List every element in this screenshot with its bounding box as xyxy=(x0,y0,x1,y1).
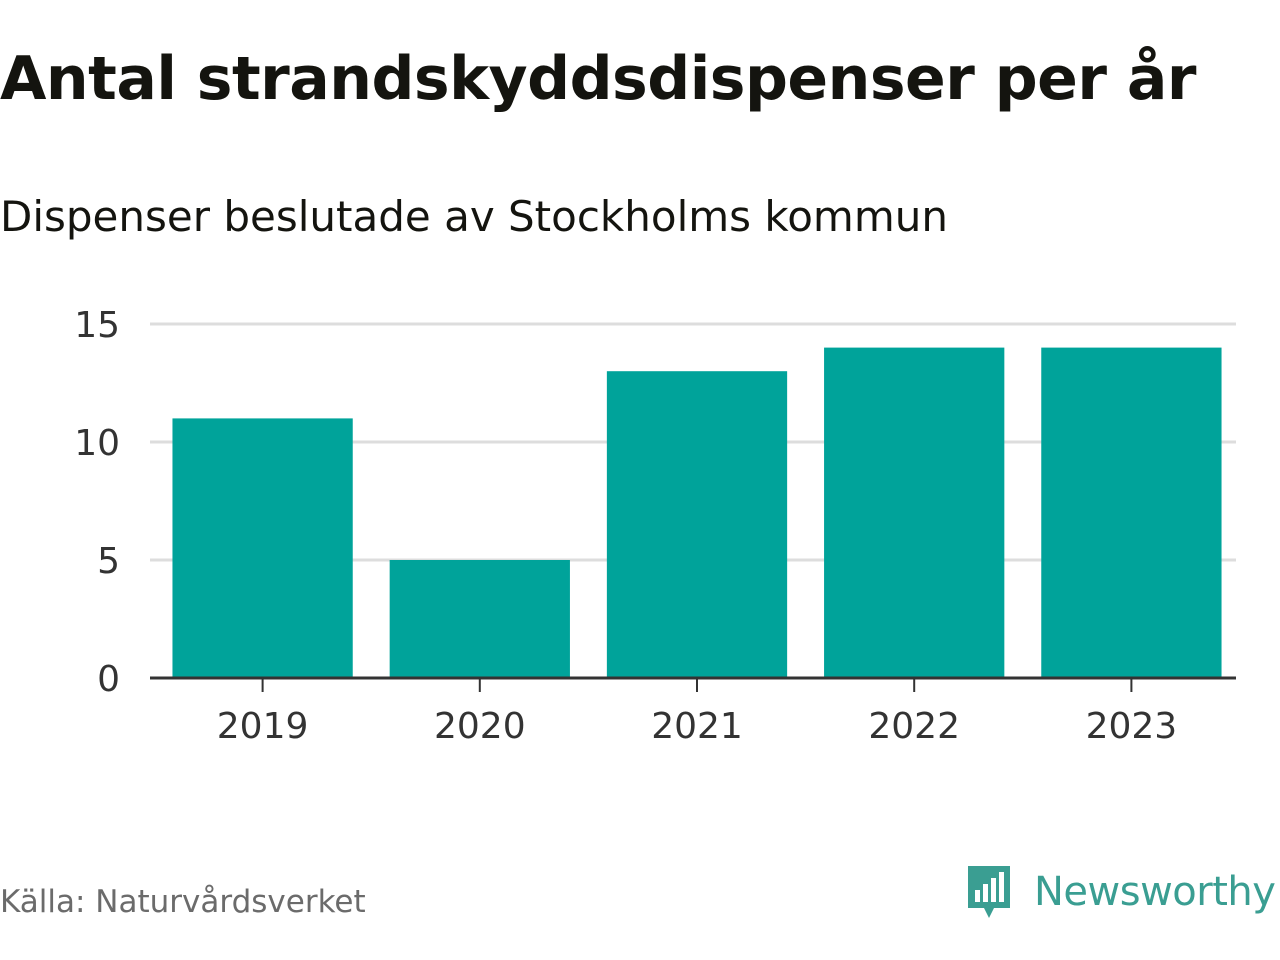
chart-subtitle: Dispenser beslutade av Stockholms kommun xyxy=(0,192,948,241)
bar xyxy=(824,347,1005,678)
brand-logo: Newsworthy xyxy=(964,862,1276,922)
bar xyxy=(1041,347,1222,678)
y-tick-label: 15 xyxy=(74,305,120,346)
x-tick-label: 2019 xyxy=(217,706,309,747)
x-tick-label: 2021 xyxy=(651,706,743,747)
page-title: Antal strandskyddsdispenser per år xyxy=(0,44,1196,114)
bar xyxy=(606,371,788,678)
y-tick-label: 0 xyxy=(97,659,120,700)
bar xyxy=(389,560,570,678)
x-tick-label: 2020 xyxy=(434,706,526,747)
bar-chart-speech-bubble-icon xyxy=(968,866,1010,918)
y-tick-label: 10 xyxy=(74,423,120,464)
y-tick-label: 5 xyxy=(97,541,120,582)
bar xyxy=(172,418,353,678)
source-note: Källa: Naturvårdsverket xyxy=(0,884,366,920)
x-tick-label: 2023 xyxy=(1086,706,1178,747)
brand-name: Newsworthy xyxy=(1034,869,1276,915)
x-tick-label: 2022 xyxy=(868,706,960,747)
